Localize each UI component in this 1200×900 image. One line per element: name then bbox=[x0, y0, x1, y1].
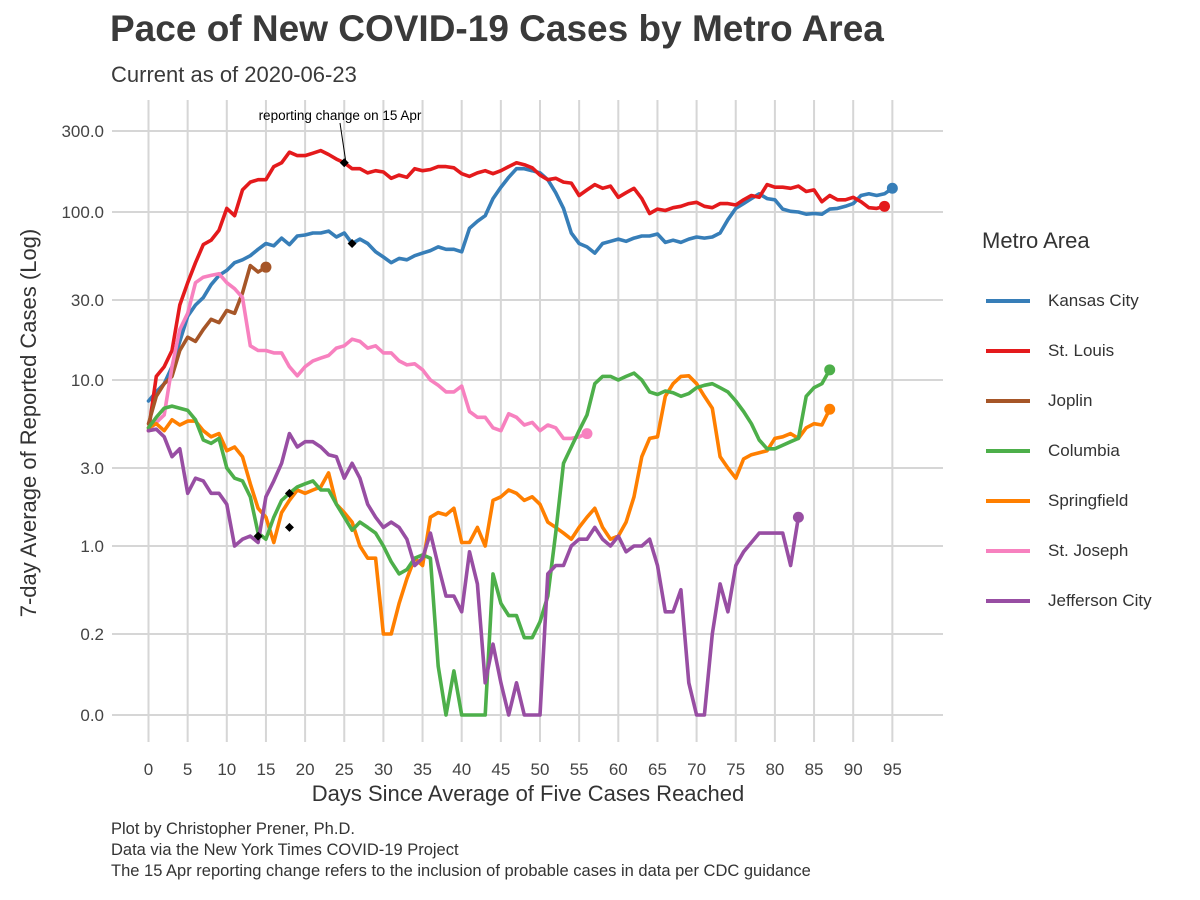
series-line-st-louis bbox=[146, 148, 887, 433]
legend-item-kansas-city: Kansas City bbox=[982, 276, 1152, 326]
series-end-point-springfield bbox=[824, 403, 836, 415]
reporting-change-marker bbox=[284, 488, 294, 498]
caption-source: Data via the New York Times COVID-19 Pro… bbox=[111, 841, 459, 859]
reporting-change-marker bbox=[284, 522, 294, 532]
x-tick-label: 5 bbox=[183, 760, 192, 779]
legend-swatch bbox=[986, 299, 1030, 303]
x-tick-label: 65 bbox=[648, 760, 667, 779]
series-end-point-joplin bbox=[260, 261, 272, 273]
reporting-change-marker bbox=[347, 238, 357, 248]
series-end-point-jefferson-city bbox=[792, 511, 804, 523]
legend-swatch bbox=[986, 599, 1030, 603]
x-tick-label: 75 bbox=[726, 760, 745, 779]
x-tick-label: 10 bbox=[217, 760, 236, 779]
x-tick-label: 0 bbox=[144, 760, 153, 779]
reporting-change-markers bbox=[253, 158, 357, 541]
x-axis-label: Days Since Average of Five Cases Reached bbox=[312, 781, 745, 806]
caption-note: The 15 Apr reporting change refers to th… bbox=[111, 862, 811, 880]
y-tick-label: 10.0 bbox=[71, 371, 104, 390]
x-tick-label: 70 bbox=[687, 760, 706, 779]
x-tick-label: 60 bbox=[609, 760, 628, 779]
legend-item-joplin: Joplin bbox=[982, 376, 1152, 426]
caption-author: Plot by Christopher Prener, Ph.D. bbox=[111, 820, 355, 838]
annotation-text: reporting change on 15 Apr bbox=[259, 108, 422, 123]
legend-label: St. Joseph bbox=[1048, 541, 1129, 560]
series-line-jefferson-city bbox=[146, 427, 801, 717]
legend-label: St. Louis bbox=[1048, 341, 1115, 360]
series-lines bbox=[146, 148, 898, 717]
chart-subtitle: Current as of 2020-06-23 bbox=[111, 62, 357, 87]
x-tick-label: 55 bbox=[570, 760, 589, 779]
series-end-point-st-joseph bbox=[581, 428, 593, 440]
y-tick-label: 100.0 bbox=[61, 203, 104, 222]
series-end-point-columbia bbox=[824, 364, 836, 376]
x-tick-label: 35 bbox=[413, 760, 432, 779]
chart-title: Pace of New COVID-19 Cases by Metro Area bbox=[110, 8, 884, 49]
legend: Metro Area Kansas City St. Louis Joplin Col… bbox=[982, 228, 1152, 626]
legend-swatch bbox=[986, 499, 1030, 503]
x-tick-label: 50 bbox=[531, 760, 550, 779]
x-tick-label: 15 bbox=[256, 760, 275, 779]
y-tick-label: 3.0 bbox=[80, 459, 104, 478]
x-tick-label: 90 bbox=[844, 760, 863, 779]
x-tick-label: 30 bbox=[374, 760, 393, 779]
x-tick-label: 80 bbox=[765, 760, 784, 779]
legend-item-st-joseph: St. Joseph bbox=[982, 526, 1152, 576]
series-line-kansas-city bbox=[146, 166, 895, 403]
legend-items: Kansas City St. Louis Joplin Columbia Spring… bbox=[982, 276, 1152, 626]
legend-swatch bbox=[986, 399, 1030, 403]
annotation: reporting change on 15 Apr bbox=[259, 108, 422, 164]
reporting-change-marker bbox=[339, 158, 349, 168]
y-tick-label: 1.0 bbox=[80, 537, 104, 556]
x-tick-label: 40 bbox=[452, 760, 471, 779]
y-tick-label: 0.2 bbox=[80, 625, 104, 644]
series-end-point-st-louis bbox=[879, 200, 891, 212]
x-tick-label: 20 bbox=[296, 760, 315, 779]
x-tick-label: 85 bbox=[805, 760, 824, 779]
legend-swatch bbox=[986, 449, 1030, 453]
x-axis-ticks: 0 5 10 15 20 25 30 35 40 45 50 55 60 65 70 75 80 85 90 95 bbox=[144, 760, 902, 779]
y-tick-label: 30.0 bbox=[71, 291, 104, 310]
reporting-change-marker bbox=[253, 531, 263, 541]
legend-item-st-louis: St. Louis bbox=[982, 326, 1152, 376]
x-tick-label: 25 bbox=[335, 760, 354, 779]
series-end-point-kansas-city bbox=[886, 182, 898, 194]
legend-item-columbia: Columbia bbox=[982, 426, 1152, 476]
legend-label: Kansas City bbox=[1048, 291, 1139, 310]
legend-swatch bbox=[986, 549, 1030, 553]
x-tick-label: 45 bbox=[491, 760, 510, 779]
y-tick-label: 0.0 bbox=[80, 706, 104, 725]
legend-label: Springfield bbox=[1048, 491, 1129, 510]
annotation-leader-line bbox=[339, 122, 347, 164]
x-tick-label: 95 bbox=[883, 760, 902, 779]
legend-title: Metro Area bbox=[982, 228, 1090, 253]
legend-label: Jefferson City bbox=[1048, 591, 1152, 610]
legend-item-springfield: Springfield bbox=[982, 476, 1152, 526]
legend-item-jefferson-city: Jefferson City bbox=[982, 576, 1152, 626]
y-tick-label: 300.0 bbox=[61, 122, 104, 141]
legend-label: Joplin bbox=[1048, 391, 1093, 410]
y-axis-label: 7-day Average of Reported Cases (Log) bbox=[16, 229, 41, 618]
series-line-st-joseph bbox=[146, 271, 589, 441]
y-axis-ticks: 300.0 100.0 30.0 10.0 3.0 1.0 0.2 0.0 bbox=[61, 122, 104, 725]
legend-swatch bbox=[986, 349, 1030, 353]
legend-label: Columbia bbox=[1048, 441, 1120, 460]
